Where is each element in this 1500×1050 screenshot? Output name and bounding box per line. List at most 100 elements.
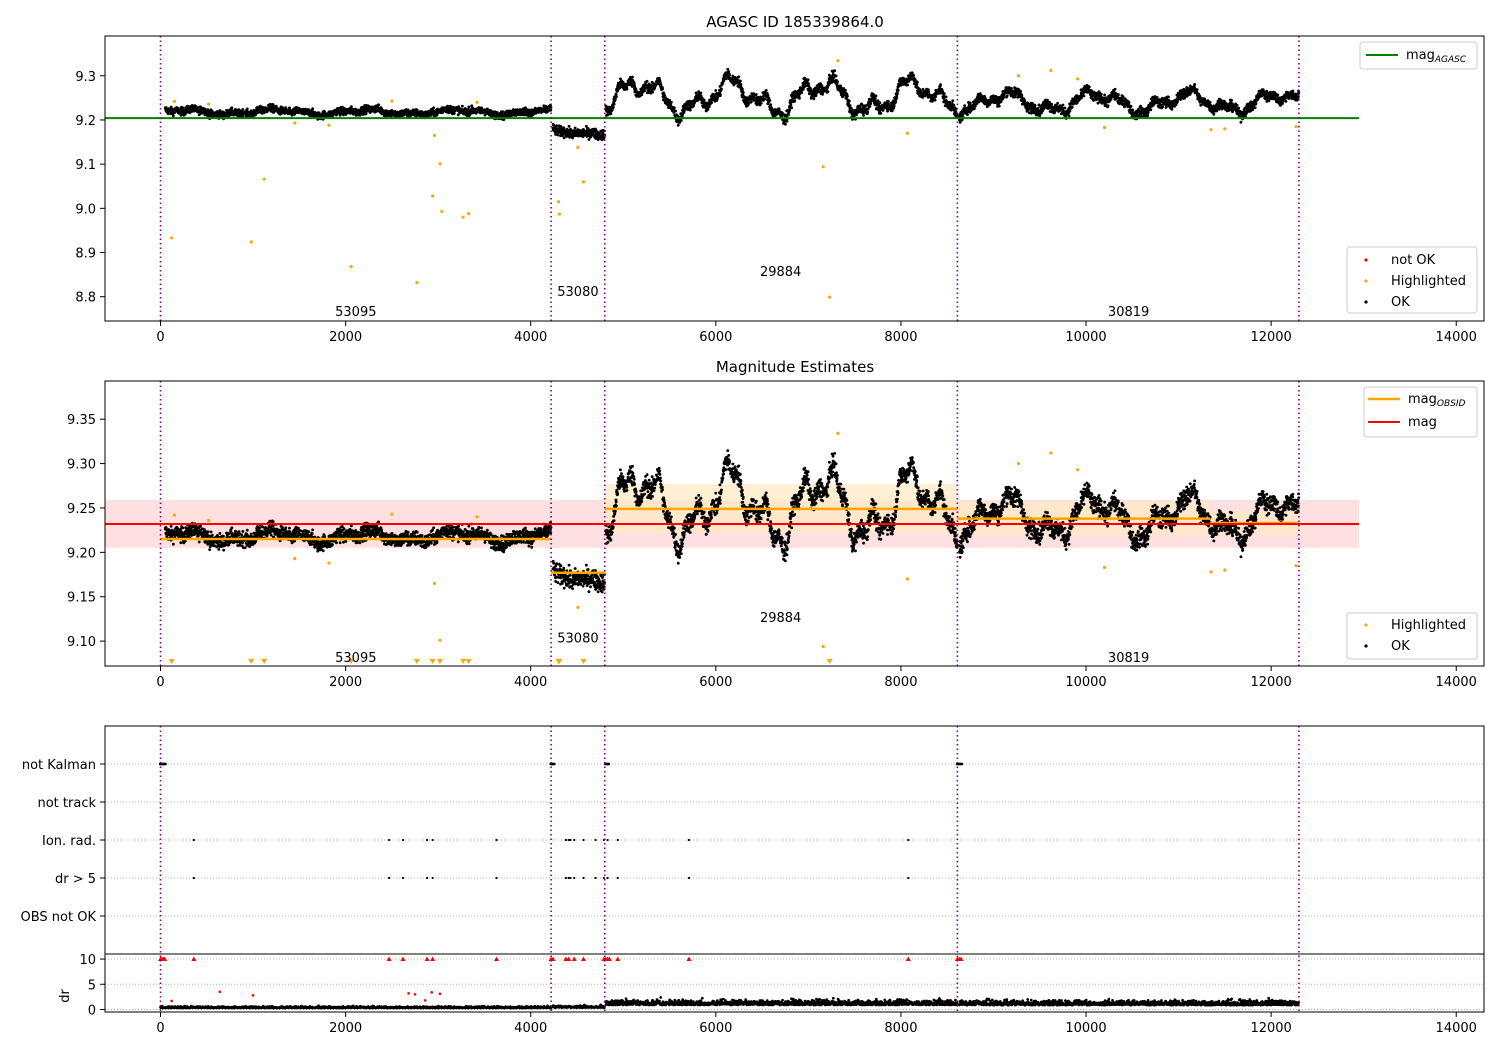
magnitude-ytick-label: 9.35 (67, 413, 96, 428)
flag-row-label: dr > 5 (55, 872, 96, 887)
agasc-highlighted-point (249, 240, 253, 244)
agasc-panel: AGASC ID 185339864.0 53095 53080 29884 3081… (75, 13, 1485, 345)
magnitude-highlighted-point (905, 577, 910, 581)
agasc-ytick-label: 9.2 (75, 114, 96, 129)
dr-clipped-marker (424, 956, 430, 962)
magnitude-highlighted-point (1223, 568, 1227, 572)
dr-gt5-mark (192, 876, 195, 880)
flags-xtick-label: 8000 (884, 1021, 917, 1036)
magnitude-highlighted-point (1049, 451, 1053, 455)
dr-outlier-point (407, 992, 410, 995)
magnitude-offscale-marker (261, 659, 268, 664)
magnitude-ytick-label: 9.10 (67, 635, 96, 650)
dr-outlier-point (430, 991, 434, 994)
magnitude-offscale-marker (248, 659, 255, 664)
magnitude-highlighted-point (1016, 461, 1021, 466)
ion-rad-mark (687, 838, 691, 842)
not-kalman-mark (606, 762, 610, 766)
ion-rad-mark (192, 838, 195, 842)
agasc-highlighted-point (1209, 128, 1213, 132)
ion-rad-mark (425, 838, 429, 842)
legend-obsid-label: magOBSID (1408, 392, 1466, 409)
magnitude-highlighted-point (1209, 570, 1213, 574)
agasc-highlighted-point (432, 133, 437, 138)
flags-xtick-label: 14000 (1436, 1021, 1477, 1036)
dr-clipped-marker (958, 956, 964, 962)
flags-xtick-label: 6000 (699, 1021, 732, 1036)
agasc-highlighted-point (327, 123, 331, 127)
magnitude-ytick-label: 9.25 (67, 502, 96, 517)
legend-notok-marker (1364, 258, 1368, 262)
magnitude-panel: Magnitude Estimates 53095 53080 29884 30819… (67, 358, 1485, 690)
dr-outlier-point (170, 999, 173, 1003)
agasc-legend-top: magAGASC (1359, 41, 1478, 70)
magnitude-highlighted-point (293, 556, 297, 561)
dr-clipped-marker (571, 956, 577, 962)
dr-gt5-mark (388, 876, 391, 880)
dr-ytick-label: 10 (79, 953, 96, 968)
legend-ok-marker (1364, 644, 1368, 648)
magnitude-offscale-marker (460, 659, 467, 664)
magnitude-highlighted-point (390, 512, 394, 516)
agasc-highlighted-point (1016, 74, 1021, 78)
dr-gt5-mark (907, 876, 910, 880)
flag-row-label: Ion. rad. (42, 834, 96, 849)
dr-gt5-mark (602, 876, 605, 880)
legend-highlight-label: Highlighted (1391, 618, 1466, 633)
dr-clipped-marker (606, 956, 612, 962)
magnitude-highlighted-point (1294, 564, 1298, 568)
dr-outlier-point (251, 994, 255, 997)
agasc-xtick-label: 8000 (884, 330, 917, 345)
flags-points (158, 762, 1300, 1010)
magnitude-xtick-label: 8000 (884, 675, 917, 690)
dr-gt5-mark (687, 876, 691, 880)
flag-row-label: OBS not OK (21, 910, 97, 925)
dr-gt5-mark (616, 876, 619, 880)
legend-highlight-marker (1364, 623, 1368, 627)
legend-box (1359, 41, 1478, 70)
dr-clipped-marker (191, 956, 197, 962)
magnitude-offscale-marker (348, 659, 355, 664)
legend-highlight-label: Highlighted (1391, 274, 1466, 289)
magnitude-highlighted-point (836, 431, 840, 435)
ion-rad-mark (564, 838, 568, 842)
dr-gt5-mark (495, 876, 498, 880)
legend-notok-label: not OK (1391, 253, 1436, 268)
dr-gt5-mark (431, 876, 434, 880)
dr-gt5-mark (582, 876, 585, 880)
agasc-legend-bottom: not OK Highlighted OK (1346, 246, 1478, 314)
agasc-highlighted-point (440, 209, 444, 214)
agasc-highlighted-point (293, 121, 297, 125)
magnitude-panel-title: Magnitude Estimates (716, 358, 874, 376)
legend-mean-label: mag (1408, 415, 1437, 430)
magnitude-highlighted-point (432, 581, 437, 586)
dr-gt5-mark (567, 876, 570, 880)
dr-gt5-mark (569, 876, 572, 880)
ion-rad-mark (431, 838, 434, 842)
agasc-ytick-label: 8.8 (75, 291, 96, 306)
dr-clipped-marker (493, 956, 499, 962)
agasc-highlighted-point (431, 194, 435, 198)
legend-ok-label: OK (1391, 295, 1410, 310)
dr-outlier-point (413, 993, 417, 996)
magnitude-ytick-label: 9.15 (67, 591, 96, 606)
magnitude-frame (104, 380, 1485, 667)
magnitude-obsid-label: 53080 (557, 632, 598, 647)
dr-clipped-marker (615, 956, 621, 962)
agasc-highlighted-point (390, 99, 394, 103)
dr-clipped-marker (162, 956, 168, 962)
agasc-ytick-label: 9.3 (75, 70, 96, 85)
dr-clipped-marker (566, 956, 572, 962)
magnitude-highlighted-point (1102, 565, 1107, 570)
magnitude-offscale-marker (465, 659, 472, 664)
agasc-xtick-label: 2000 (329, 330, 362, 345)
agasc-ytick-label: 8.9 (75, 247, 96, 262)
agasc-highlighted-point (415, 280, 419, 285)
agasc-obsid-label: 29884 (760, 265, 801, 280)
magnitude-highlighted-point (172, 513, 177, 517)
legend-agasc-label: magAGASC (1406, 48, 1467, 65)
dr-ok-point-cloud (159, 996, 1300, 1010)
magnitude-highlighted-point (1076, 468, 1080, 472)
agasc-highlighted-point (1223, 127, 1227, 131)
